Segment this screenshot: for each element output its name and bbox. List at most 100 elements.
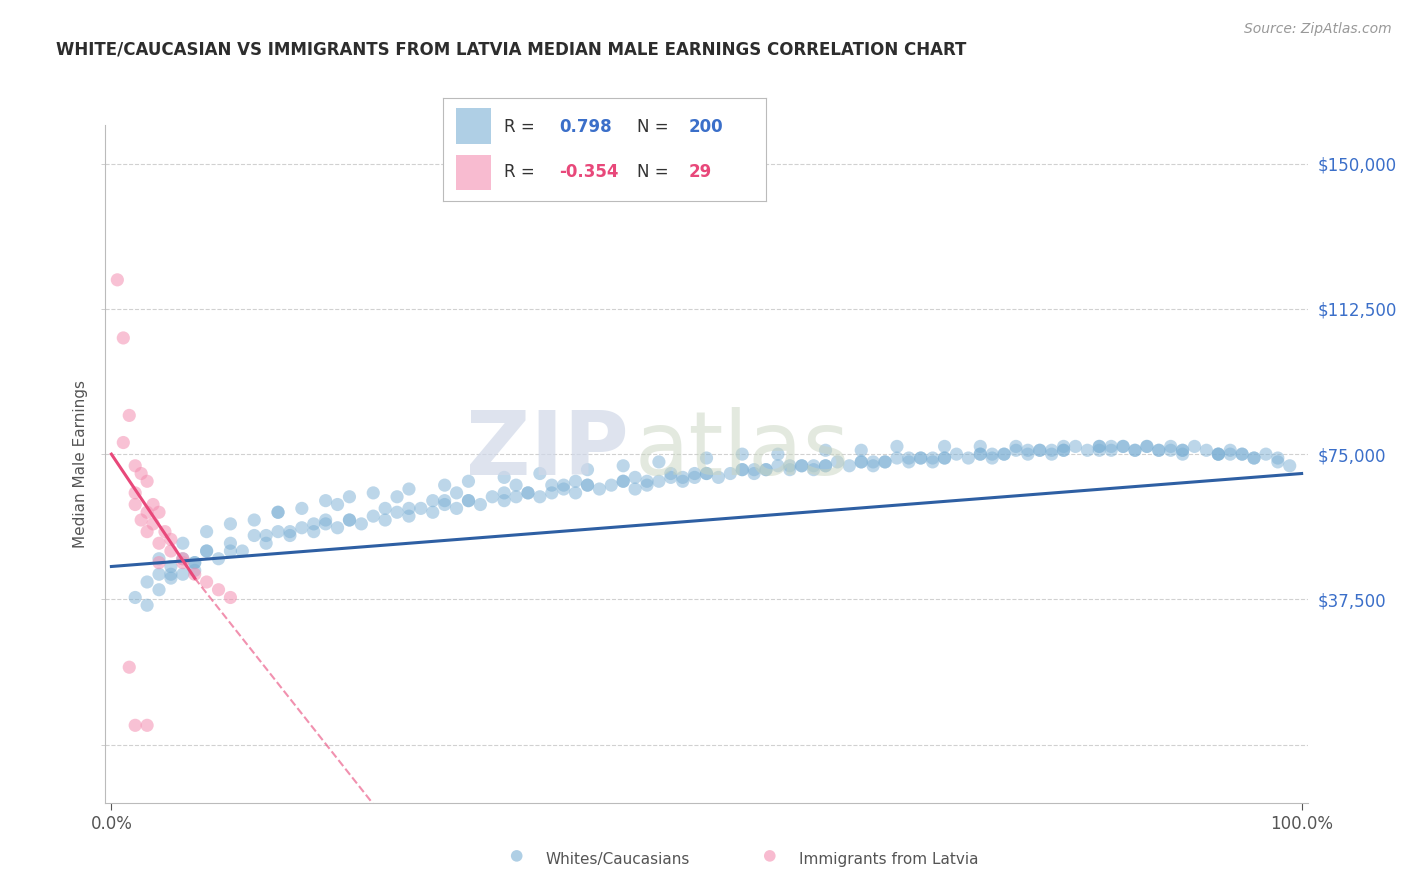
Point: [267, 505, 290, 519]
Point: [814, 458, 837, 473]
Point: [398, 509, 420, 524]
Point: [731, 463, 754, 477]
Point: [385, 490, 408, 504]
Point: [742, 463, 765, 477]
Point: [707, 470, 730, 484]
Point: [576, 478, 599, 492]
Point: [374, 513, 396, 527]
Point: [339, 513, 361, 527]
Point: [291, 521, 314, 535]
Point: [148, 556, 170, 570]
Text: Source: ZipAtlas.com: Source: ZipAtlas.com: [1244, 22, 1392, 37]
Point: [160, 544, 183, 558]
Point: [118, 409, 141, 423]
Point: [302, 516, 325, 531]
Point: [696, 450, 718, 465]
Point: [529, 490, 551, 504]
Point: [886, 439, 908, 453]
Point: [219, 544, 242, 558]
Point: [183, 556, 205, 570]
Point: [696, 467, 718, 481]
Point: [339, 513, 361, 527]
Point: [398, 501, 420, 516]
Point: [803, 458, 825, 473]
Point: [457, 475, 479, 489]
Point: [1029, 443, 1052, 458]
Point: [659, 467, 682, 481]
Point: [160, 567, 183, 582]
Point: [851, 455, 873, 469]
Point: [612, 475, 634, 489]
Point: [755, 463, 778, 477]
Point: [838, 458, 860, 473]
Point: [267, 505, 290, 519]
Point: [790, 458, 813, 473]
Text: N =: N =: [637, 118, 668, 136]
Point: [1230, 447, 1253, 461]
Point: [851, 455, 873, 469]
Text: 29: 29: [689, 163, 711, 181]
Point: [993, 447, 1015, 461]
Point: [361, 486, 384, 500]
Point: [183, 556, 205, 570]
Point: [278, 524, 301, 539]
Point: [142, 516, 165, 531]
Point: [1123, 443, 1146, 458]
Text: R =: R =: [505, 118, 536, 136]
Text: Immigrants from Latvia: Immigrants from Latvia: [799, 853, 979, 867]
Point: [124, 718, 146, 732]
Point: [1052, 439, 1074, 453]
Point: [112, 435, 135, 450]
Point: [1052, 443, 1074, 458]
Point: [1112, 439, 1135, 453]
Point: [993, 447, 1015, 461]
Point: [470, 498, 492, 512]
Point: [136, 475, 159, 489]
Point: [1208, 447, 1230, 461]
Point: [553, 482, 575, 496]
Point: [564, 475, 586, 489]
Point: [1076, 443, 1098, 458]
Point: [195, 524, 218, 539]
Text: Whites/Caucasians: Whites/Caucasians: [546, 853, 690, 867]
Text: -0.354: -0.354: [560, 163, 619, 181]
Point: [1171, 443, 1194, 458]
Point: [172, 556, 194, 570]
Point: [172, 567, 194, 582]
Point: [945, 447, 967, 461]
Point: [636, 475, 658, 489]
Point: [600, 478, 623, 492]
Point: [315, 513, 337, 527]
Point: [374, 501, 396, 516]
Point: [433, 498, 456, 512]
Point: [672, 475, 695, 489]
Point: [457, 493, 479, 508]
Point: [766, 458, 789, 473]
Point: [243, 528, 266, 542]
Point: [506, 849, 529, 863]
Point: [1219, 443, 1241, 458]
Point: [361, 509, 384, 524]
Point: [588, 482, 610, 496]
Point: [1088, 439, 1111, 453]
Point: [267, 524, 290, 539]
Point: [1254, 447, 1277, 461]
Point: [969, 447, 991, 461]
Point: [350, 516, 373, 531]
Point: [529, 467, 551, 481]
Point: [517, 486, 540, 500]
Point: [183, 567, 205, 582]
Point: [129, 513, 152, 527]
Point: [1052, 443, 1074, 458]
Point: [160, 533, 183, 547]
Point: [148, 505, 170, 519]
Point: [505, 478, 527, 492]
Point: [494, 493, 516, 508]
Point: [172, 551, 194, 566]
Point: [315, 493, 337, 508]
Point: [457, 493, 479, 508]
Point: [195, 544, 218, 558]
Point: [1064, 439, 1087, 453]
Point: [1171, 443, 1194, 458]
Point: [683, 467, 706, 481]
